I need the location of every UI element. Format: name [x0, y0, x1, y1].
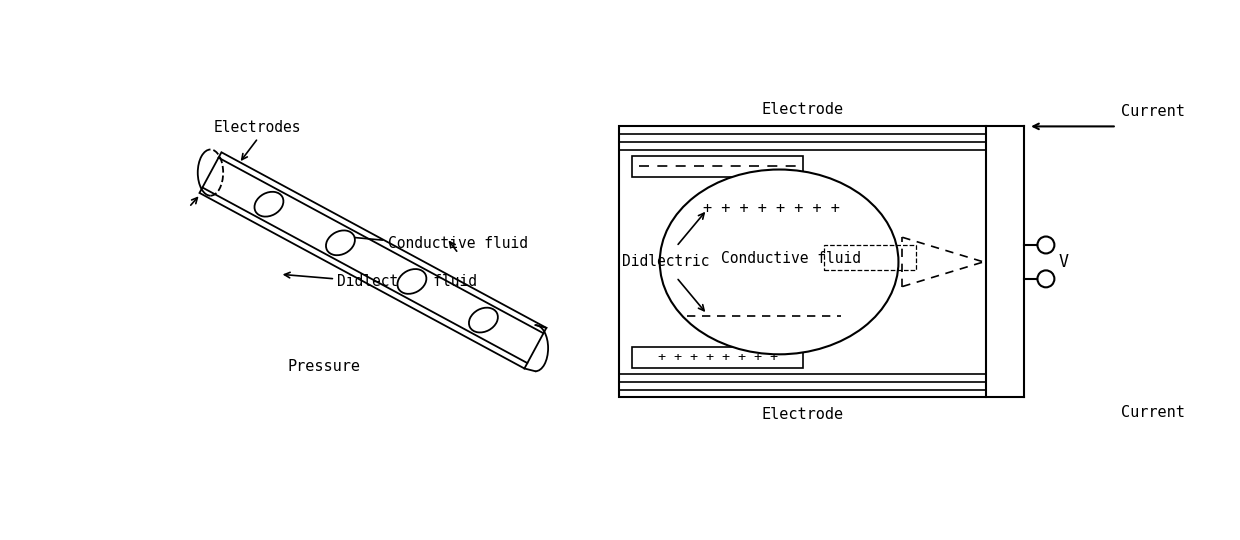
Ellipse shape	[326, 231, 355, 255]
Text: Current: Current	[1121, 406, 1184, 420]
Text: Electrodes: Electrodes	[213, 120, 301, 136]
Text: + + + + + + + +: + + + + + + + +	[658, 351, 777, 364]
Text: V: V	[1058, 253, 1068, 271]
Ellipse shape	[469, 308, 498, 333]
Ellipse shape	[398, 269, 427, 294]
Text: Electrode: Electrode	[761, 407, 843, 422]
Text: Electrode: Electrode	[761, 102, 843, 117]
Ellipse shape	[660, 170, 899, 354]
Text: Didlectric: Didlectric	[622, 254, 711, 269]
Text: Didlectric fluid: Didlectric fluid	[337, 274, 476, 289]
Text: Conductive fluid: Conductive fluid	[388, 236, 527, 251]
Text: + + + + + + + +: + + + + + + + +	[703, 200, 839, 215]
Text: Current: Current	[1121, 104, 1184, 118]
Ellipse shape	[254, 192, 284, 217]
Text: Conductive fluid: Conductive fluid	[720, 251, 861, 266]
Text: Pressure: Pressure	[288, 359, 360, 374]
